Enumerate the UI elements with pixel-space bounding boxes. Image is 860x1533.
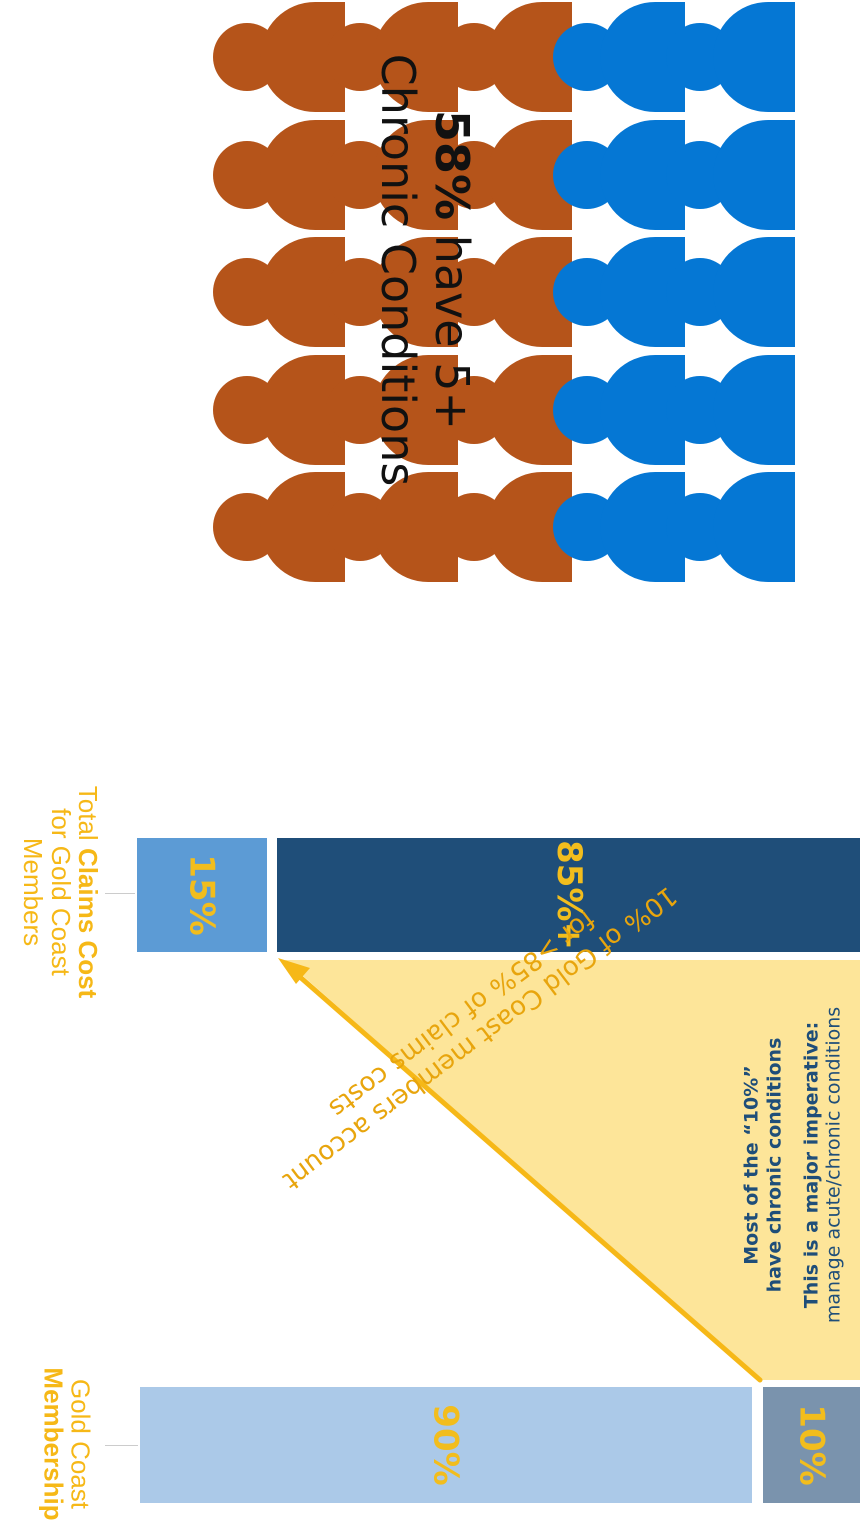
person-body xyxy=(713,237,795,347)
person-icon xyxy=(553,120,685,230)
person-icon xyxy=(326,2,458,112)
membership-connector xyxy=(105,1445,138,1446)
note-line1: Most of the “10%” xyxy=(740,1065,763,1265)
person-icon xyxy=(440,237,572,347)
note-line2: have chronic conditions xyxy=(763,1037,786,1293)
membership-segment-90: 90% xyxy=(140,1387,752,1503)
person-body xyxy=(600,2,685,112)
person-icon xyxy=(553,355,685,465)
person-body xyxy=(600,472,685,582)
person-icon xyxy=(326,472,458,582)
person-body xyxy=(373,355,458,465)
person-body xyxy=(600,120,685,230)
callout-triangle xyxy=(285,960,860,1380)
person-icon xyxy=(213,120,345,230)
person-body xyxy=(260,237,345,347)
chronic-note: Most of the “10%” have chronic condition… xyxy=(740,1007,845,1323)
person-body xyxy=(260,472,345,582)
person-icon xyxy=(440,355,572,465)
person-body xyxy=(713,120,795,230)
person-body xyxy=(713,355,795,465)
claims-label-line1-a: Total xyxy=(72,785,103,848)
person-body xyxy=(600,237,685,347)
person-body xyxy=(373,120,458,230)
claims-connector xyxy=(105,893,135,894)
person-icon xyxy=(213,2,345,112)
person-icon xyxy=(440,2,572,112)
person-icon xyxy=(666,472,795,582)
person-icon xyxy=(553,2,685,112)
person-icon xyxy=(440,472,572,582)
person-icon xyxy=(326,355,458,465)
note-line3: This is a major imperative: xyxy=(800,1021,822,1309)
person-icon xyxy=(440,120,572,230)
person-icon xyxy=(666,237,795,347)
person-icon xyxy=(213,472,345,582)
person-icon xyxy=(666,355,795,465)
person-icon xyxy=(666,120,795,230)
claims-label-line2: for Gold Coast xyxy=(45,808,76,976)
claims-label-line1: Total Claims Cost xyxy=(72,785,103,999)
person-body xyxy=(713,472,795,582)
person-body xyxy=(487,472,572,582)
person-body xyxy=(260,2,345,112)
membership-label-line1: Gold Coast xyxy=(65,1378,96,1510)
person-body xyxy=(487,355,572,465)
claims-segment-85: 85%+ xyxy=(277,838,860,952)
person-body xyxy=(373,472,458,582)
pictogram xyxy=(213,2,795,582)
note-line4: manage acute/chronic conditions xyxy=(822,1006,845,1324)
claims-label-line3: Members xyxy=(18,837,49,947)
membership-segment-10: 10% xyxy=(763,1387,860,1503)
person-body xyxy=(487,120,572,230)
person-icon xyxy=(326,120,458,230)
person-icon xyxy=(213,237,345,347)
claims-label-line1-b: Claims Cost xyxy=(72,847,103,999)
person-body xyxy=(487,237,572,347)
person-body xyxy=(260,355,345,465)
membership-label-line2: Membership xyxy=(38,1367,68,1521)
person-body xyxy=(260,120,345,230)
person-icon xyxy=(326,237,458,347)
callout-arrow xyxy=(289,967,763,1383)
membership-label: Gold Coast Membership xyxy=(38,1367,96,1521)
claims-segment-15: 15% xyxy=(137,838,267,952)
person-body xyxy=(600,355,685,465)
person-icon xyxy=(553,237,685,347)
person-body xyxy=(373,2,458,112)
person-body xyxy=(373,237,458,347)
arrow-head-icon xyxy=(278,958,310,984)
person-icon xyxy=(553,472,685,582)
person-body xyxy=(713,2,795,112)
person-icon xyxy=(666,2,795,112)
claims-label: Total Claims Cost for Gold Coast Members xyxy=(18,785,103,999)
person-body xyxy=(487,2,572,112)
person-icon xyxy=(213,355,345,465)
